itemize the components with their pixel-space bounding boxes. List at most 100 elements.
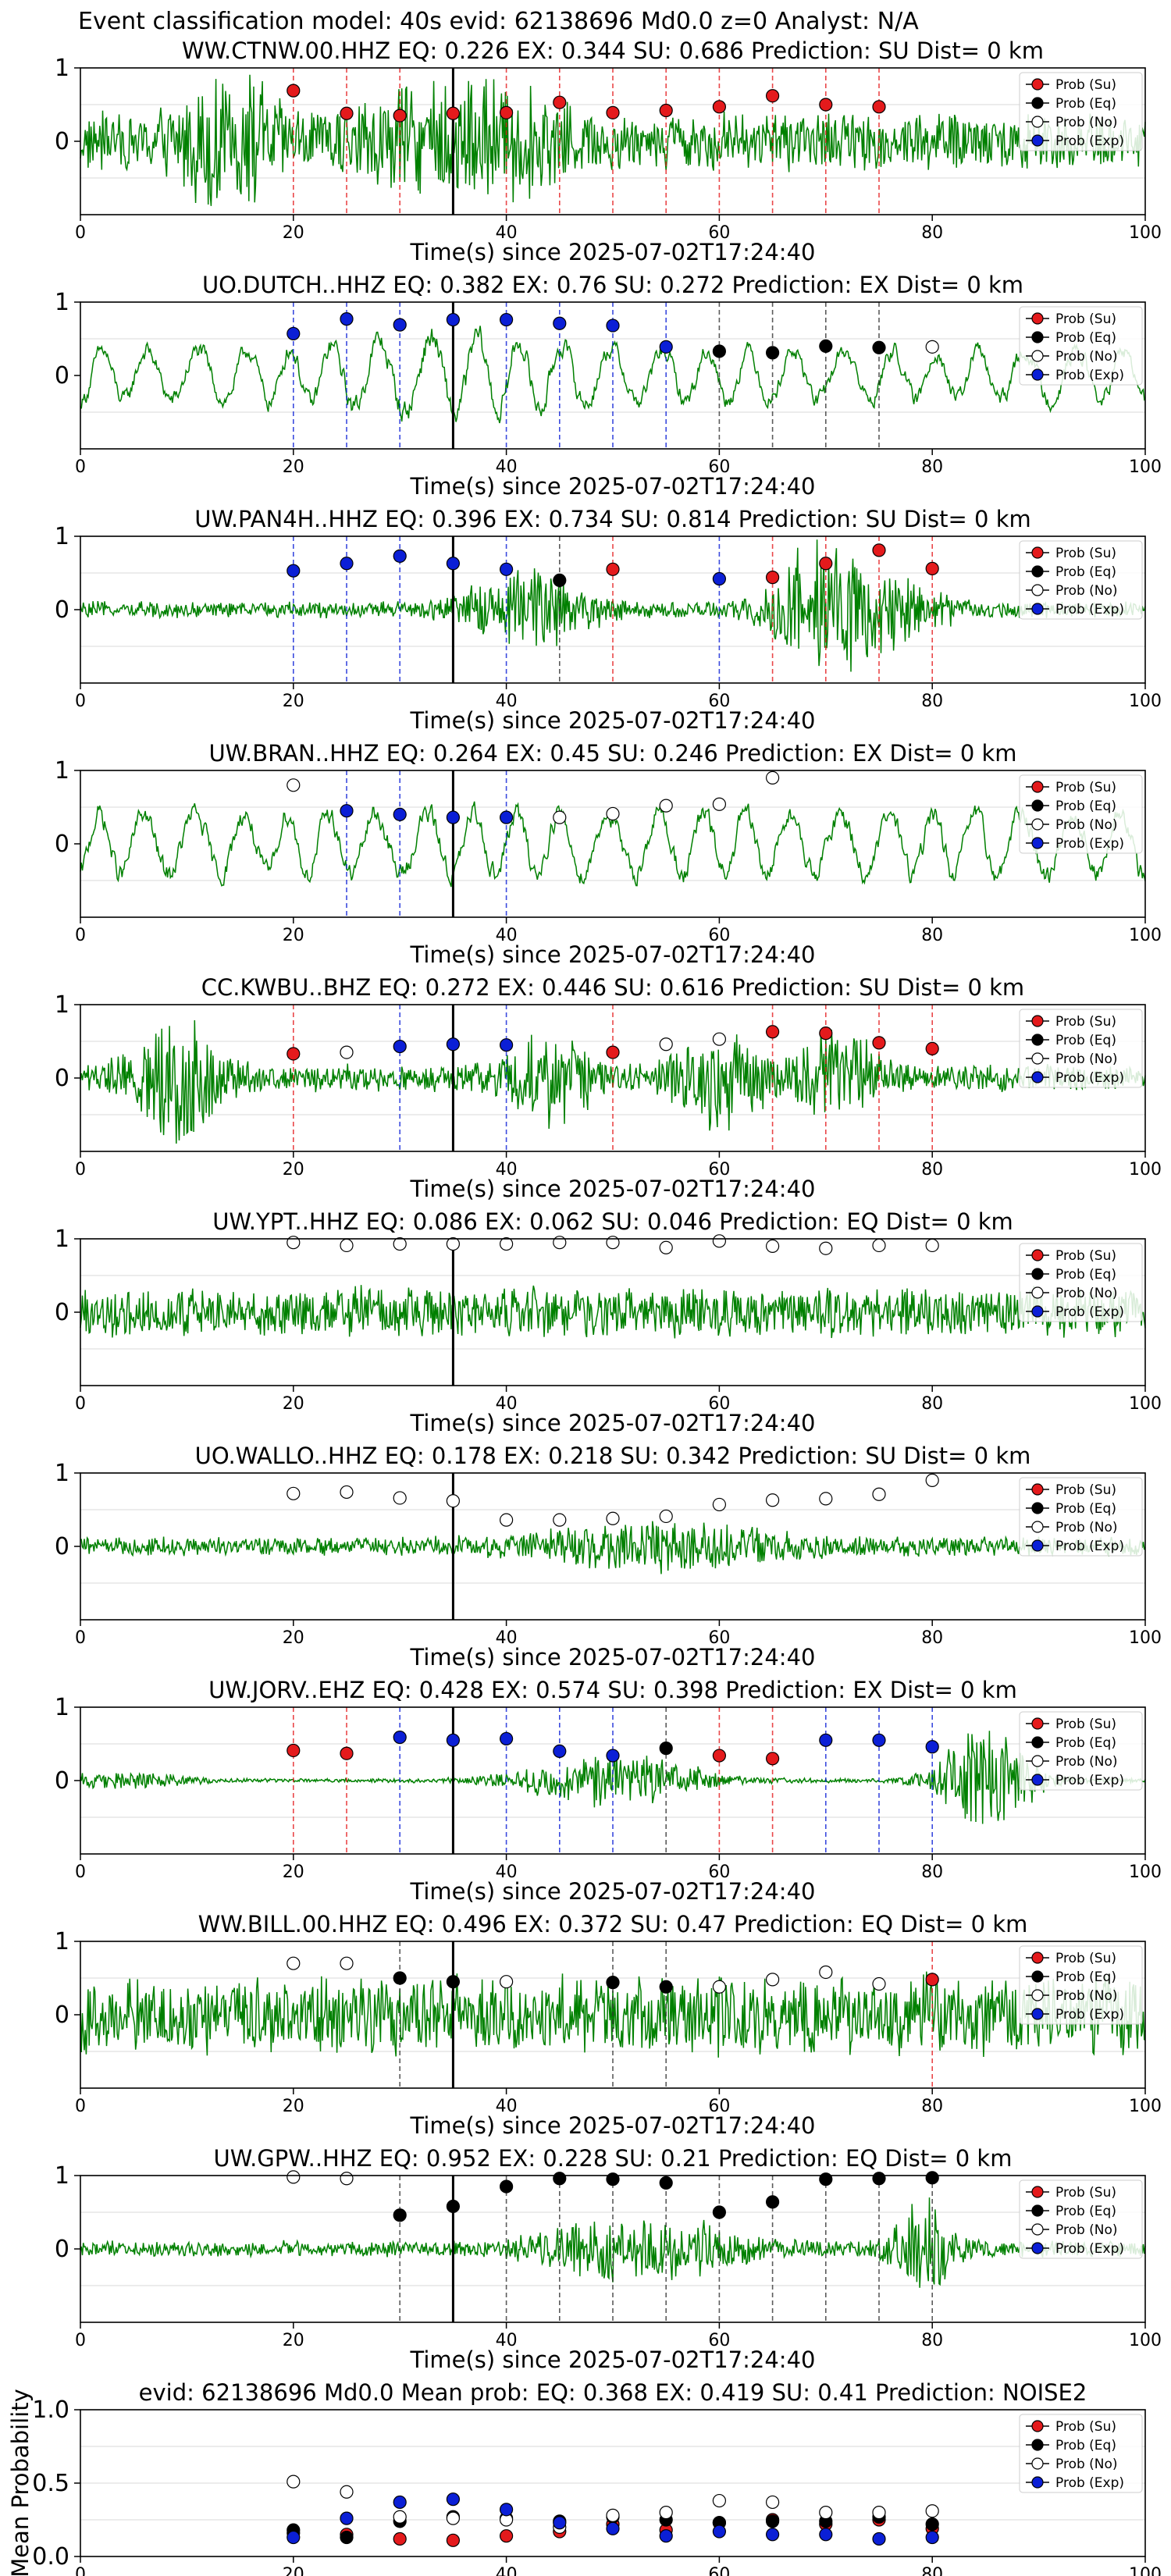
mean-prob-point-exp bbox=[872, 2532, 886, 2546]
prob-point-no bbox=[819, 1241, 833, 1255]
legend-marker-eq bbox=[1031, 97, 1044, 109]
waveform-trace bbox=[80, 2197, 1146, 2288]
prob-point-su bbox=[340, 106, 354, 120]
x-tick-label: 40 bbox=[496, 2097, 518, 2116]
x-axis-label: Time(s) since 2025-07-02T17:24:40 bbox=[410, 1410, 816, 1436]
x-tick-label: 100 bbox=[1129, 692, 1162, 711]
prob-point-exp bbox=[553, 1744, 567, 1758]
prob-point-no bbox=[925, 1473, 939, 1488]
mean-prob-point-no bbox=[872, 2506, 886, 2520]
y-tick-label: 1 bbox=[55, 1928, 69, 1955]
prob-point-su bbox=[499, 105, 514, 119]
prob-point-exp bbox=[872, 1733, 886, 1747]
legend-box bbox=[1019, 1945, 1143, 2025]
mean-prob-point-exp bbox=[499, 2503, 514, 2517]
legend-label: Prob (Exp) bbox=[1055, 1773, 1124, 1788]
prob-point-su bbox=[819, 1026, 833, 1041]
x-axis-label: Time(s) since 2025-07-02T17:24:40 bbox=[410, 2347, 816, 2373]
x-tick-label: 60 bbox=[708, 2331, 730, 2350]
prob-point-eq bbox=[393, 1971, 407, 1985]
legend-label: Prob (No) bbox=[1055, 2222, 1118, 2238]
panel-title: WW.CTNW.00.HHZ EQ: 0.226 EX: 0.344 SU: 0… bbox=[182, 37, 1044, 64]
prob-point-eq bbox=[819, 2172, 833, 2186]
waveform-trace bbox=[80, 801, 1146, 888]
x-tick-label: 40 bbox=[496, 692, 518, 711]
prob-point-no bbox=[340, 1045, 354, 1059]
x-tick-label: 40 bbox=[496, 1160, 518, 1179]
mean-prob-point-exp bbox=[925, 2530, 939, 2545]
x-tick-label: 20 bbox=[283, 2565, 304, 2576]
prob-point-no bbox=[765, 1239, 780, 1254]
mean-prob-point-exp bbox=[659, 2529, 673, 2543]
prob-point-eq bbox=[659, 1980, 673, 1994]
legend: Prob (Su) Prob (Eq) Prob (No) Prob (Exp) bbox=[1019, 774, 1143, 854]
x-tick-label: 80 bbox=[921, 457, 943, 477]
y-tick-label: 0 bbox=[55, 1065, 69, 1092]
legend-box bbox=[1019, 540, 1143, 620]
x-tick-label: 20 bbox=[283, 2331, 304, 2350]
x-tick-label: 80 bbox=[921, 223, 943, 243]
x-tick-label: 40 bbox=[496, 1628, 518, 1648]
legend-label: Prob (Su) bbox=[1055, 1951, 1116, 1966]
waveform-trace bbox=[80, 1285, 1146, 1339]
prob-point-exp bbox=[393, 1730, 407, 1745]
prob-point-exp bbox=[606, 1749, 620, 1763]
x-tick-label: 0 bbox=[75, 1160, 86, 1179]
x-tick-label: 60 bbox=[708, 1863, 730, 1882]
legend-label: Prob (Exp) bbox=[1055, 1304, 1124, 1320]
x-tick-label: 20 bbox=[283, 1863, 304, 1882]
prob-point-exp bbox=[340, 804, 354, 818]
legend: Prob (Su) Prob (Eq) Prob (No) Prob (Exp) bbox=[1019, 2179, 1143, 2259]
legend-box bbox=[1019, 306, 1143, 386]
mean-prob-point-exp bbox=[765, 2528, 780, 2542]
mean-prob-point-eq bbox=[765, 2514, 780, 2528]
legend-label: Prob (No) bbox=[1055, 349, 1118, 365]
legend-box bbox=[1019, 2179, 1143, 2259]
prob-point-no bbox=[499, 1513, 514, 1527]
legend: Prob (Su) Prob (Eq) Prob (No) Prob (Exp) bbox=[1019, 2414, 1143, 2493]
mean-prob-point-no bbox=[340, 2485, 354, 2499]
x-tick-label: 80 bbox=[921, 2097, 943, 2116]
mean-prob-point-exp bbox=[287, 2530, 301, 2545]
prob-point-eq bbox=[712, 2205, 727, 2219]
legend-label: Prob (Su) bbox=[1055, 1717, 1116, 1732]
legend-marker-su bbox=[1031, 1249, 1044, 1261]
mean-prob-point-su bbox=[499, 2529, 514, 2543]
legend-label: Prob (Exp) bbox=[1055, 2475, 1124, 2491]
y-tick-label: 0 bbox=[55, 2001, 69, 2029]
x-tick-label: 80 bbox=[921, 1628, 943, 1648]
x-tick-label: 40 bbox=[496, 2331, 518, 2350]
prob-point-no bbox=[659, 1509, 673, 1524]
legend-label: Prob (No) bbox=[1055, 1520, 1118, 1535]
legend-marker-su bbox=[1031, 2420, 1044, 2432]
prob-point-su bbox=[765, 1025, 780, 1039]
legend: Prob (Su) Prob (Eq) Prob (No) Prob (Exp) bbox=[1019, 540, 1143, 620]
prob-point-eq bbox=[712, 344, 727, 358]
legend-marker-no bbox=[1031, 116, 1044, 128]
prob-point-no bbox=[287, 1236, 301, 1250]
prob-point-exp bbox=[606, 318, 620, 333]
x-tick-label: 0 bbox=[75, 692, 86, 711]
prob-point-eq bbox=[606, 2172, 620, 2186]
prob-point-no bbox=[446, 1494, 461, 1508]
legend-marker-eq bbox=[1031, 2204, 1044, 2217]
x-tick-label: 20 bbox=[283, 692, 304, 711]
prob-point-eq bbox=[819, 339, 833, 353]
legend-marker-su bbox=[1031, 1015, 1044, 1027]
legend-label: Prob (Eq) bbox=[1055, 2204, 1116, 2219]
x-tick-label: 40 bbox=[496, 1394, 518, 1414]
prob-point-exp bbox=[659, 340, 673, 354]
legend-marker-exp bbox=[1031, 1774, 1044, 1786]
legend-label: Prob (No) bbox=[1055, 1754, 1118, 1770]
x-tick-label: 100 bbox=[1129, 223, 1162, 243]
y-tick-label: 0 bbox=[55, 831, 69, 858]
legend: Prob (Su) Prob (Eq) Prob (No) Prob (Exp) bbox=[1019, 1477, 1143, 1557]
prob-point-su bbox=[393, 109, 407, 123]
prob-point-exp bbox=[553, 316, 567, 330]
x-tick-label: 100 bbox=[1129, 2097, 1162, 2116]
legend-marker-su bbox=[1031, 546, 1044, 559]
panel-9: UW.GPW..HHZ EQ: 0.952 EX: 0.228 SU: 0.21… bbox=[55, 2145, 1162, 2373]
prob-point-eq bbox=[393, 2208, 407, 2222]
mean-prob-point-no bbox=[659, 2506, 673, 2520]
prob-point-eq bbox=[446, 1975, 461, 1989]
